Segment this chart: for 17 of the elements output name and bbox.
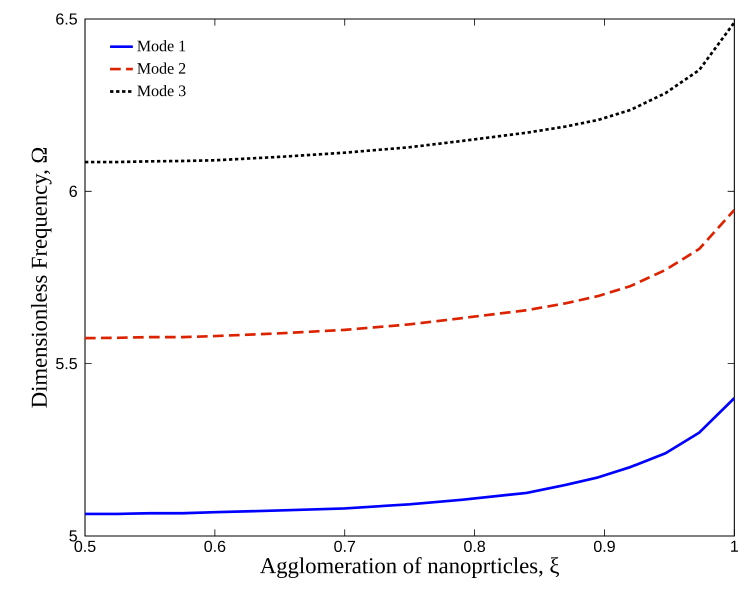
- legend-label: Mode 3: [137, 84, 186, 96]
- x-tick-label: 0.9: [594, 540, 615, 552]
- x-tick-label: 0.7: [334, 540, 356, 552]
- y-tick-label: 6: [70, 186, 77, 197]
- line-series: [85, 396, 734, 516]
- legend-label: Mode 2: [137, 62, 186, 74]
- y-tick-label: 5.5: [56, 358, 77, 370]
- x-tick-label: 1: [731, 540, 738, 552]
- legend-label: Mode 1: [137, 40, 186, 52]
- x-tick-label: 0.6: [204, 540, 226, 552]
- x-tick-label: 0.8: [464, 540, 486, 552]
- y-axis-title: Dimensionless Frequency, Ω: [30, 148, 52, 408]
- line-series: [85, 208, 734, 340]
- x-tick-label: 0.5: [74, 540, 96, 552]
- y-tick-label: 5: [69, 530, 77, 542]
- x-axis-title: Agglomeration of nanoprticles, ξ: [260, 557, 560, 578]
- y-tick-label: 6.5: [56, 13, 77, 25]
